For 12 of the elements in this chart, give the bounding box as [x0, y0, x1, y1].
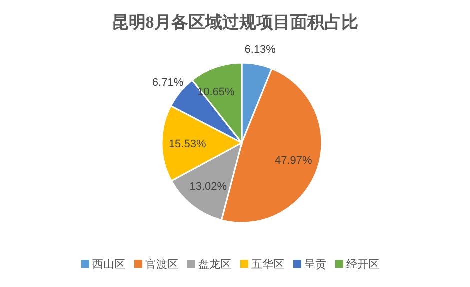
- data-label: 13.02%: [190, 180, 228, 193]
- data-label: 6.71%: [152, 76, 184, 89]
- data-label: 15.53%: [168, 138, 206, 150]
- legend-label: 西山区: [92, 258, 126, 271]
- legend-label: 官渡区: [146, 258, 178, 271]
- legend-label: 五华区: [252, 259, 284, 271]
- data-label: 47.97%: [274, 155, 312, 168]
- data-label: 6.13%: [244, 44, 276, 56]
- legend-label: 盘龙区: [198, 258, 232, 271]
- legend-label: 呈贡: [304, 259, 326, 271]
- chart-title: 昆明8月各区域过规项目面积占比: [112, 13, 358, 32]
- legend-label: 经开区: [346, 259, 380, 271]
